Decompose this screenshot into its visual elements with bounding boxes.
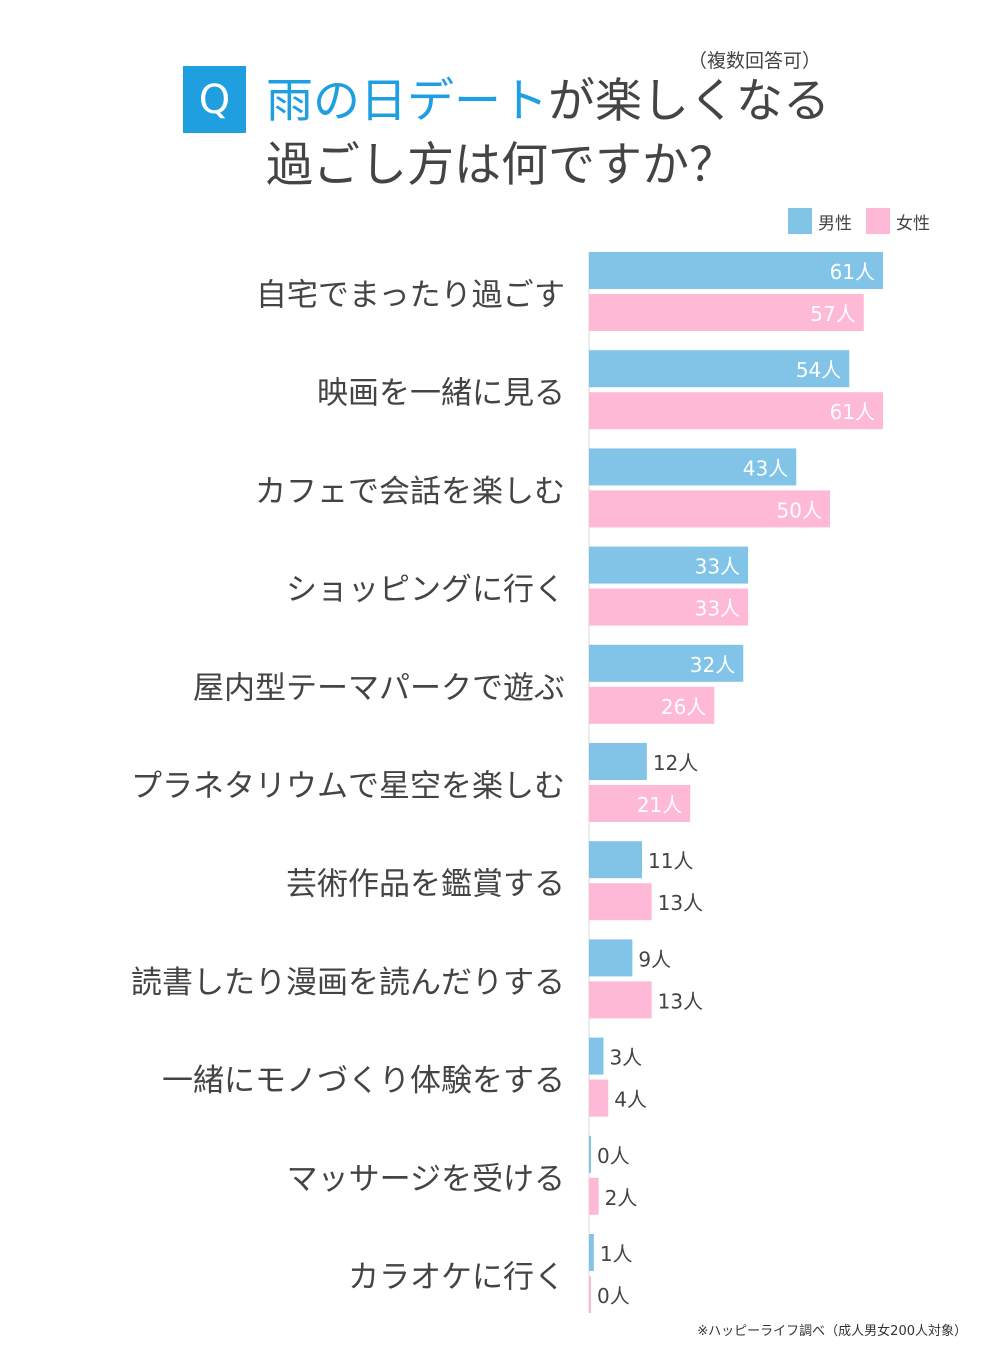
- q-badge: Q: [183, 66, 246, 133]
- bar-male: [589, 1135, 591, 1173]
- category-label: 映画を一緒に見る: [317, 376, 565, 412]
- category-label: 屋内型テーマパークで遊ぶ: [193, 670, 565, 706]
- data-label: 11人: [648, 849, 693, 873]
- bar-female: [589, 981, 652, 1019]
- data-label: 21人: [637, 793, 682, 817]
- bar-male: [589, 841, 643, 879]
- category-label: 一緒にモノづくり体験をする: [162, 1063, 565, 1099]
- data-label: 33人: [695, 555, 740, 579]
- data-label: 57人: [810, 302, 855, 326]
- data-label: 33人: [695, 597, 740, 621]
- data-label: 50人: [777, 498, 822, 522]
- source-note: ※ハッピーライフ調べ（成人男女200人対象）: [697, 1324, 967, 1339]
- data-label: 0人: [597, 1284, 630, 1308]
- data-label: 3人: [609, 1046, 642, 1070]
- bar-female: [589, 392, 884, 430]
- data-label: 61人: [830, 400, 875, 424]
- bar-male: [589, 644, 744, 682]
- category-label: 読書したり漫画を読んだりする: [131, 965, 565, 1001]
- category-label: マッサージを受ける: [287, 1161, 565, 1197]
- bar-female: [589, 1276, 591, 1313]
- title-highlight: 雨の日デート: [266, 74, 548, 129]
- category-label: カラオケに行く: [348, 1260, 565, 1296]
- bar-female: [589, 686, 715, 724]
- bar-male: [589, 1037, 604, 1075]
- legend-swatch-female: [866, 208, 890, 234]
- data-label: 9人: [638, 947, 671, 971]
- bar-female: [589, 1079, 609, 1117]
- page-title-line2: 過ごし方は何ですか？: [266, 138, 736, 193]
- bar-male: [589, 252, 884, 289]
- bar-female: [589, 883, 652, 921]
- bar-female: [589, 785, 691, 822]
- data-label: 54人: [796, 358, 841, 382]
- data-label: 1人: [600, 1242, 633, 1266]
- category-label: 芸術作品を鑑賞する: [286, 867, 565, 903]
- title-rest: が楽しくなる: [548, 74, 830, 129]
- data-label: 43人: [743, 456, 788, 480]
- legend-label-male: 男性: [818, 213, 852, 234]
- legend-label-female: 女性: [896, 213, 930, 234]
- category-label: プラネタリウムで星空を楽しむ: [131, 769, 565, 805]
- category-label: 自宅でまったり過ごす: [256, 278, 565, 314]
- bar-male: [589, 448, 797, 486]
- data-label: 26人: [661, 695, 706, 719]
- data-label: 12人: [653, 751, 698, 775]
- legend-item-female: 女性: [866, 208, 930, 234]
- bar-male: [589, 546, 749, 584]
- data-label: 13人: [658, 989, 703, 1013]
- data-label: 2人: [605, 1186, 638, 1210]
- data-label: 0人: [597, 1144, 630, 1168]
- bar-male: [589, 743, 647, 780]
- data-label: 13人: [658, 891, 703, 915]
- data-label: 4人: [614, 1088, 647, 1112]
- bar-female: [589, 1177, 599, 1215]
- legend-item-male: 男性: [788, 208, 852, 234]
- data-label: 32人: [690, 653, 735, 677]
- chart-legend: 男性 女性: [788, 208, 944, 234]
- bar-male: [589, 1234, 594, 1271]
- bar-female: [589, 588, 749, 626]
- answer-note: （複数回答可）: [688, 50, 822, 72]
- category-label: ショッピングに行く: [286, 572, 565, 608]
- data-label: 61人: [830, 260, 875, 284]
- bar-male: [589, 939, 633, 977]
- bar-female: [589, 490, 830, 528]
- bar-male: [589, 350, 850, 388]
- bar-female: [589, 294, 864, 331]
- category-label: カフェで会話を楽しむ: [255, 474, 565, 510]
- legend-swatch-male: [788, 208, 812, 234]
- page-title-line1: 雨の日デートが楽しくなる: [266, 72, 830, 132]
